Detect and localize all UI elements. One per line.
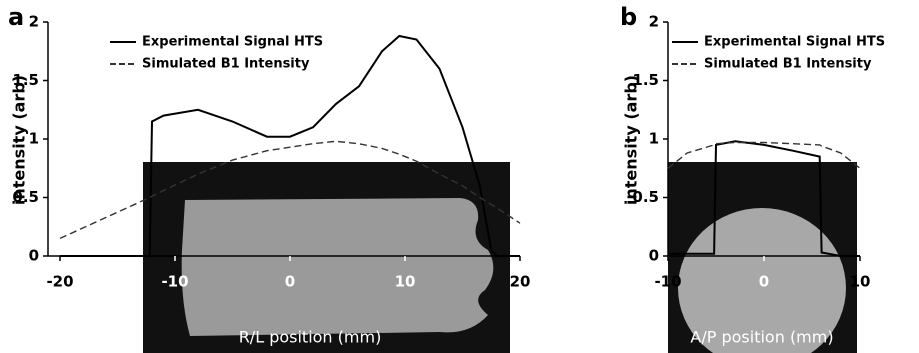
x-tick-label: 10 [850,273,871,291]
panel-label: a [8,3,24,31]
figure: a intensity (arb) R/L position (mm) 0 0.5 1 1.… [0,0,919,353]
y-tick-label: 0.5 [12,188,39,206]
legend-label: Simulated B1 Intensity [704,57,872,72]
x-tick-label: 20 [510,273,531,291]
legend-label: Experimental Signal HTS [704,35,885,50]
y-axis-label: intensity (arb) [10,75,29,205]
x-tick-label: 0 [759,273,769,291]
y-tick-label: 0 [649,247,659,265]
x-tick-label: 0 [285,273,295,291]
x-tick-label: -10 [161,273,188,291]
x-tick-label: -20 [46,273,73,291]
x-tick-label: 10 [395,273,416,291]
legend-label: Simulated B1 Intensity [142,57,310,72]
x-axis-label: A/P position (mm) [690,328,833,347]
y-tick-label: 2 [649,13,659,31]
y-tick-label: 1.5 [12,71,39,89]
legend-label: Experimental Signal HTS [142,35,323,50]
y-tick-label: 2 [29,13,39,31]
x-tick-label: -10 [654,273,681,291]
y-tick-label: 0 [29,247,39,265]
y-tick-label: 1 [649,130,659,148]
mri-phantom-a [182,198,494,336]
y-tick-label: 1.5 [632,71,659,89]
panel-label: b [620,3,637,31]
y-axis-label: intensity (arb) [622,75,641,205]
y-tick-label: 1 [29,130,39,148]
x-axis-label: R/L position (mm) [239,328,382,347]
y-tick-label: 0.5 [632,188,659,206]
